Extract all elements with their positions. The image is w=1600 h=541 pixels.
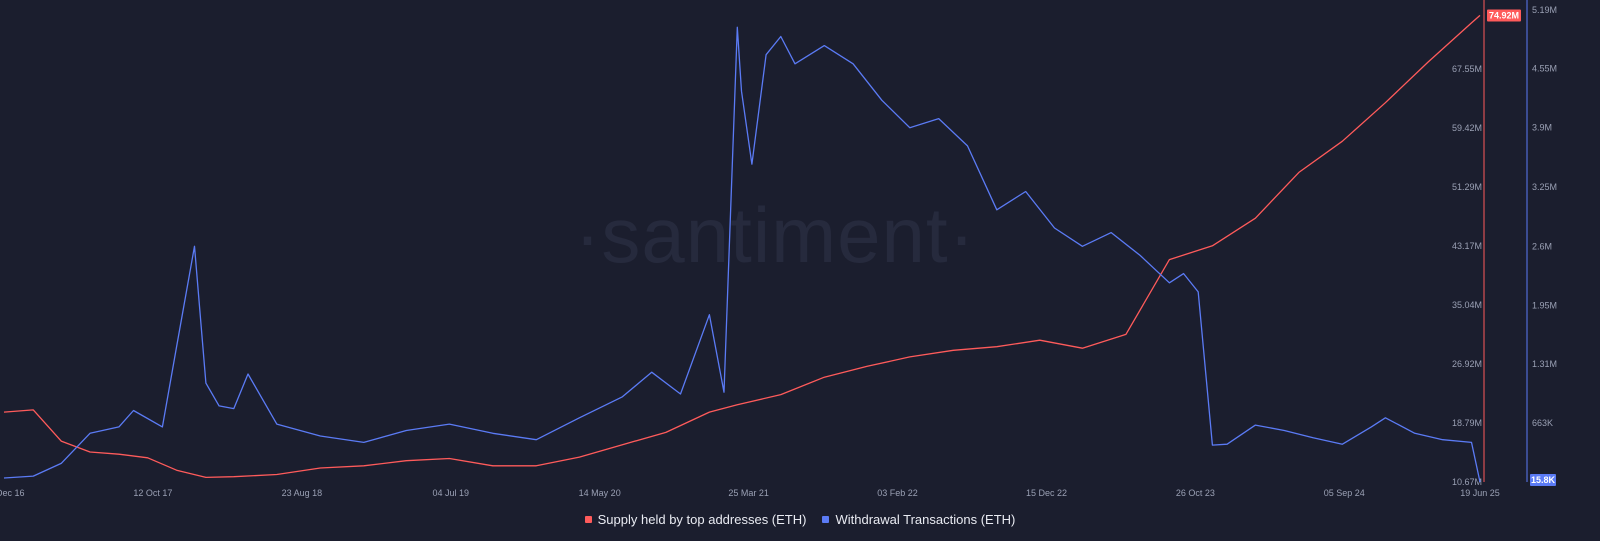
supply-series-line xyxy=(3,14,1481,479)
withdrawals-last-value-badge: 15.8K xyxy=(1531,475,1556,485)
right-axis-tick-label: 5.19M xyxy=(1532,5,1557,15)
x-axis-tick-label: 25 Mar 21 xyxy=(728,488,769,498)
x-axis-tick-label: 01 Dec 16 xyxy=(0,488,25,498)
x-axis-tick-label: 26 Oct 23 xyxy=(1176,488,1215,498)
withdrawals-last-value-badge-bg xyxy=(1530,474,1556,486)
left-axis-tick-label: 67.55M xyxy=(1452,64,1482,74)
legend-label-supply: Supply held by top addresses (ETH) xyxy=(597,512,807,527)
left-axis-tick-label: 51.29M xyxy=(1452,182,1482,192)
right-axis-tick-label: 1.31M xyxy=(1532,359,1557,369)
legend-label-withdrawals: Withdrawal Transactions (ETH) xyxy=(835,512,1016,527)
chart-legend: Supply held by top addresses (ETH) Withd… xyxy=(0,512,1600,527)
legend-swatch-supply xyxy=(584,516,592,523)
left-axis-tick-label: 35.04M xyxy=(1452,300,1482,310)
x-axis-tick-label: 12 Oct 17 xyxy=(133,488,172,498)
santiment-watermark: ·santiment· xyxy=(574,191,975,279)
left-axis-tick-label: 10.67M xyxy=(1452,477,1482,487)
left-axis-tick-label: 18.79M xyxy=(1452,418,1482,428)
legend-item-supply[interactable]: Supply held by top addresses (ETH) xyxy=(584,512,807,527)
right-axis-tick-label: 663K xyxy=(1532,418,1553,428)
left-axis-tick-label: 59.42M xyxy=(1452,123,1482,133)
right-axis-tick-label: 2.6M xyxy=(1532,241,1552,251)
x-axis-tick-label: 15 Dec 22 xyxy=(1026,488,1067,498)
legend-swatch-withdrawals xyxy=(822,516,830,523)
legend-item-withdrawals[interactable]: Withdrawal Transactions (ETH) xyxy=(822,512,1015,527)
right-axis-tick-label: 3.9M xyxy=(1532,123,1552,133)
x-axis-tick-label: 03 Feb 22 xyxy=(877,488,918,498)
right-axis-tick-label: 3.25M xyxy=(1532,182,1557,192)
x-axis-tick-label: 19 Jun 25 xyxy=(1460,488,1500,498)
x-axis-tick-label: 23 Aug 18 xyxy=(282,488,323,498)
supply-last-value-badge-bg xyxy=(1487,9,1521,22)
supply-last-value-badge: 74.92M xyxy=(1489,10,1519,20)
x-axis-tick-label: 14 May 20 xyxy=(579,488,621,498)
withdrawals-series-line xyxy=(3,26,1481,483)
right-axis-tick-label: 4.55M xyxy=(1532,63,1557,73)
x-axis-tick-label: 05 Sep 24 xyxy=(1324,488,1365,498)
left-axis-tick-label: 26.92M xyxy=(1452,359,1482,369)
right-axis-tick-label: 1.95M xyxy=(1532,301,1557,311)
left-axis-tick-label: 43.17M xyxy=(1452,241,1482,251)
x-axis-tick-label: 04 Jul 19 xyxy=(433,488,470,498)
